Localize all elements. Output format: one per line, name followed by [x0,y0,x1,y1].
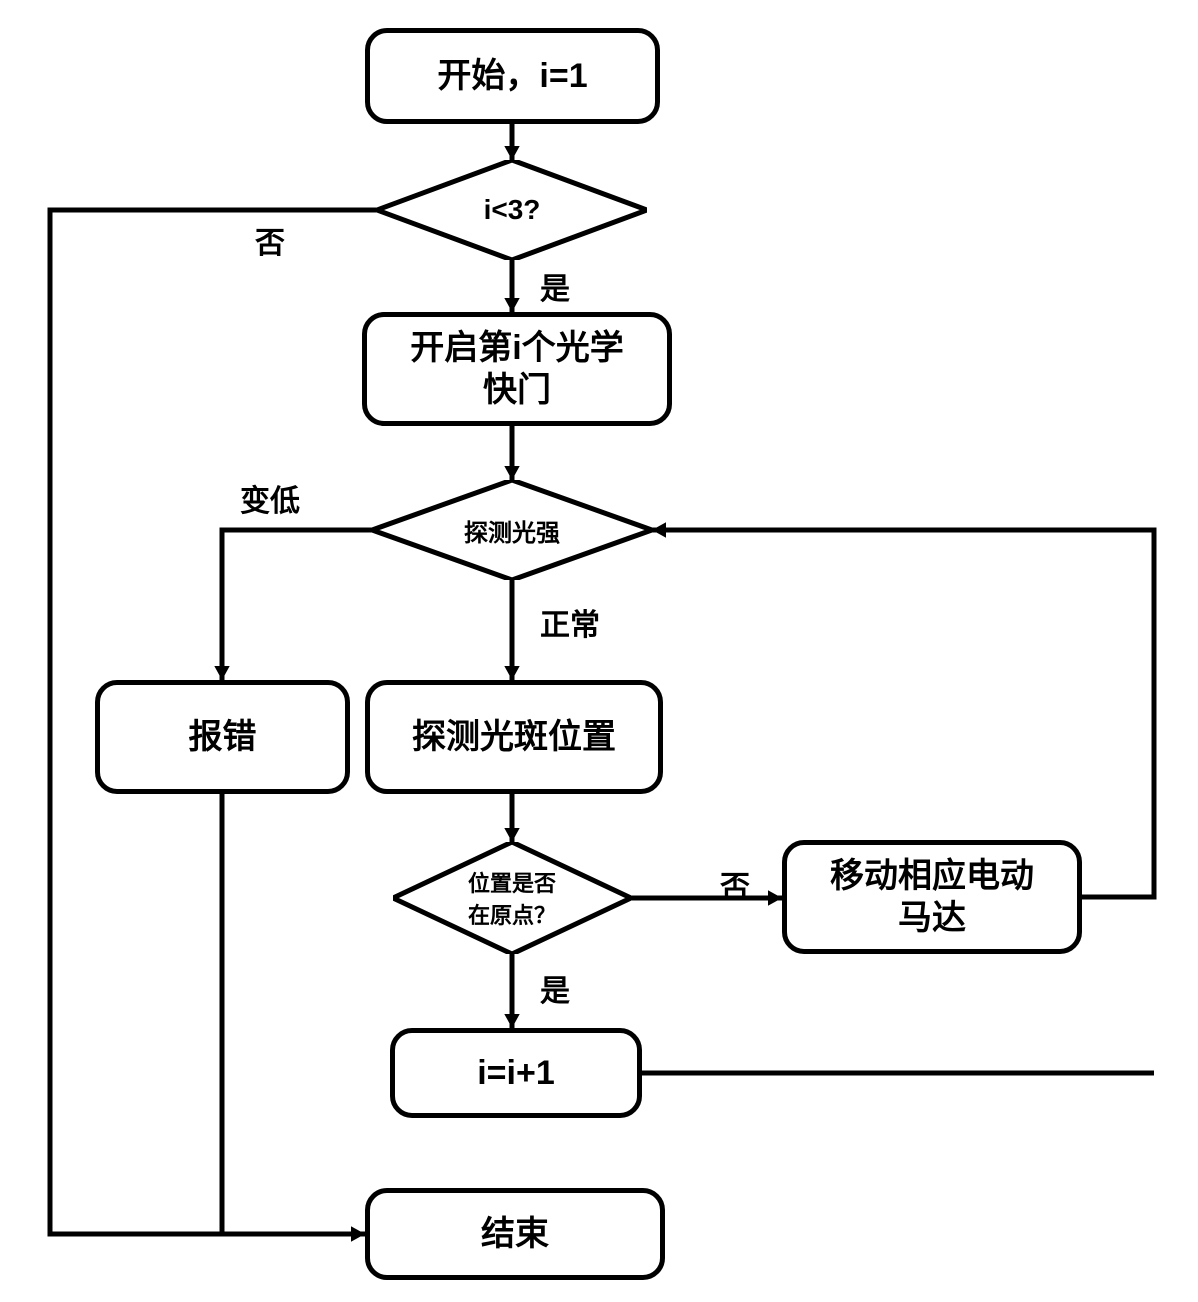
node-end-label: 结束 [481,1213,549,1256]
node-open_i-label: 开启第i个光学 快门 [410,327,623,412]
node-start-label: 开始，i=1 [437,55,587,98]
edge-label-d3_no: 否 [720,862,750,906]
node-d1-label: i<3? [377,160,647,260]
node-detect-label: 探测光斑位置 [412,716,616,759]
edge-label-d2_low: 变低 [240,476,300,520]
edge-d2-low-err [222,530,372,680]
flowchart-canvas: 开始，i=1 i<3? 开启第i个光学 快门探测光强报错 探测光斑位置位置是否 在原点… [0,0,1198,1302]
node-motor: 移动相应电动 马达 [782,840,1082,954]
node-d2-label: 探测光强 [372,480,652,580]
node-start: 开始，i=1 [365,28,660,124]
node-detect: 探测光斑位置 [365,680,663,794]
node-inc: i=i+1 [390,1028,642,1118]
edge-label-d1_yes: 是 [540,264,570,308]
edge-label-d3_yes: 是 [540,966,570,1010]
node-err-label: 报错 [189,716,257,759]
node-motor-label: 移动相应电动 马达 [830,855,1034,940]
edge-label-d2_ok: 正常 [540,600,600,644]
node-err: 报错 [95,680,350,794]
node-inc-label: i=i+1 [477,1052,555,1095]
edge-label-d1_no: 否 [255,218,285,262]
node-open_i: 开启第i个光学 快门 [362,312,672,426]
node-d3-label: 位置是否 在原点？ [393,842,631,954]
node-end: 结束 [365,1188,665,1280]
